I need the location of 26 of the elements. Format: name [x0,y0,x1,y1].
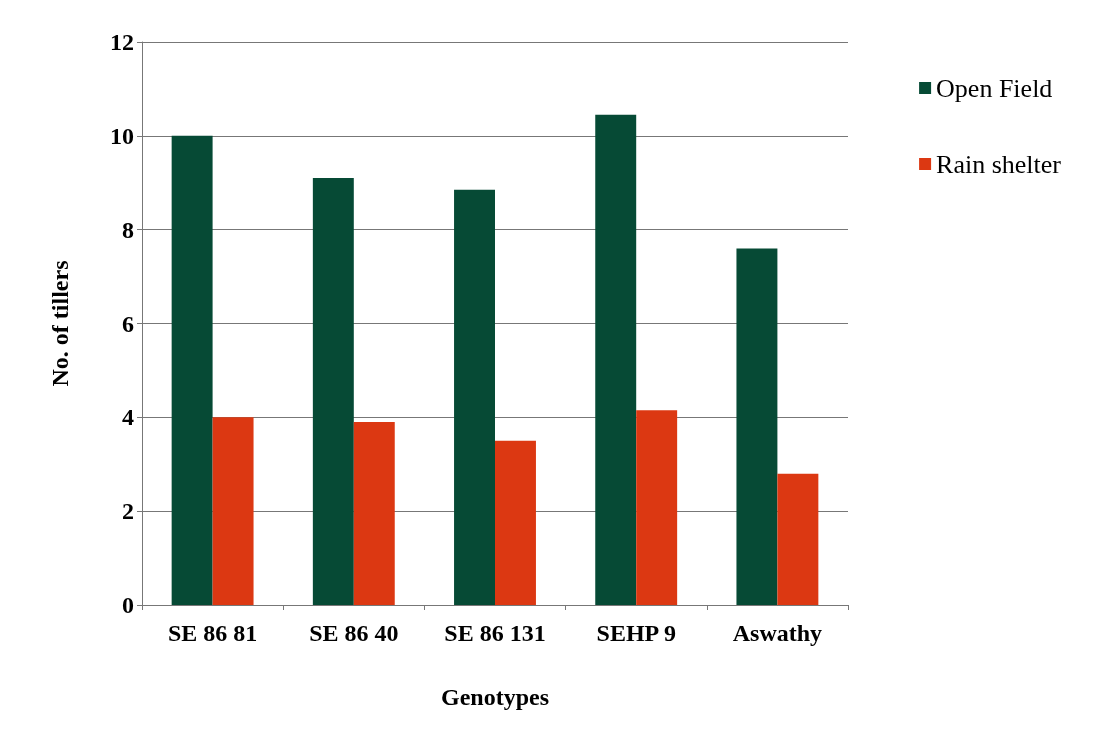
bar [495,440,536,605]
y-tick-label: 0 [122,592,134,618]
x-tick-label: Aswathy [732,620,823,646]
x-tick-label: SEHP 9 [596,620,676,646]
bar [454,189,495,605]
y-axis-title: No. of tillers [47,260,73,387]
y-tick-label: 10 [110,122,134,149]
y-tick-label: 4 [122,404,134,431]
bar [171,135,213,605]
bar [353,422,395,605]
x-tick-label: SE 86 131 [444,620,546,646]
y-tick-label: 12 [110,29,134,55]
bar [212,417,254,605]
bar [595,114,637,605]
bar [636,410,678,605]
legend-label: Rain shelter [936,149,1062,179]
x-tick-label: SE 86 81 [167,620,258,646]
x-tick-label: SE 86 40 [309,620,399,646]
legend-label: Open Field [936,73,1053,103]
y-tick-label: 6 [122,310,134,337]
y-tick-label: 2 [122,498,134,525]
bar [777,473,819,605]
x-axis-title: Genotypes [441,684,549,710]
bar [312,178,354,605]
bar [736,248,778,605]
y-tick-label: 8 [122,216,134,243]
